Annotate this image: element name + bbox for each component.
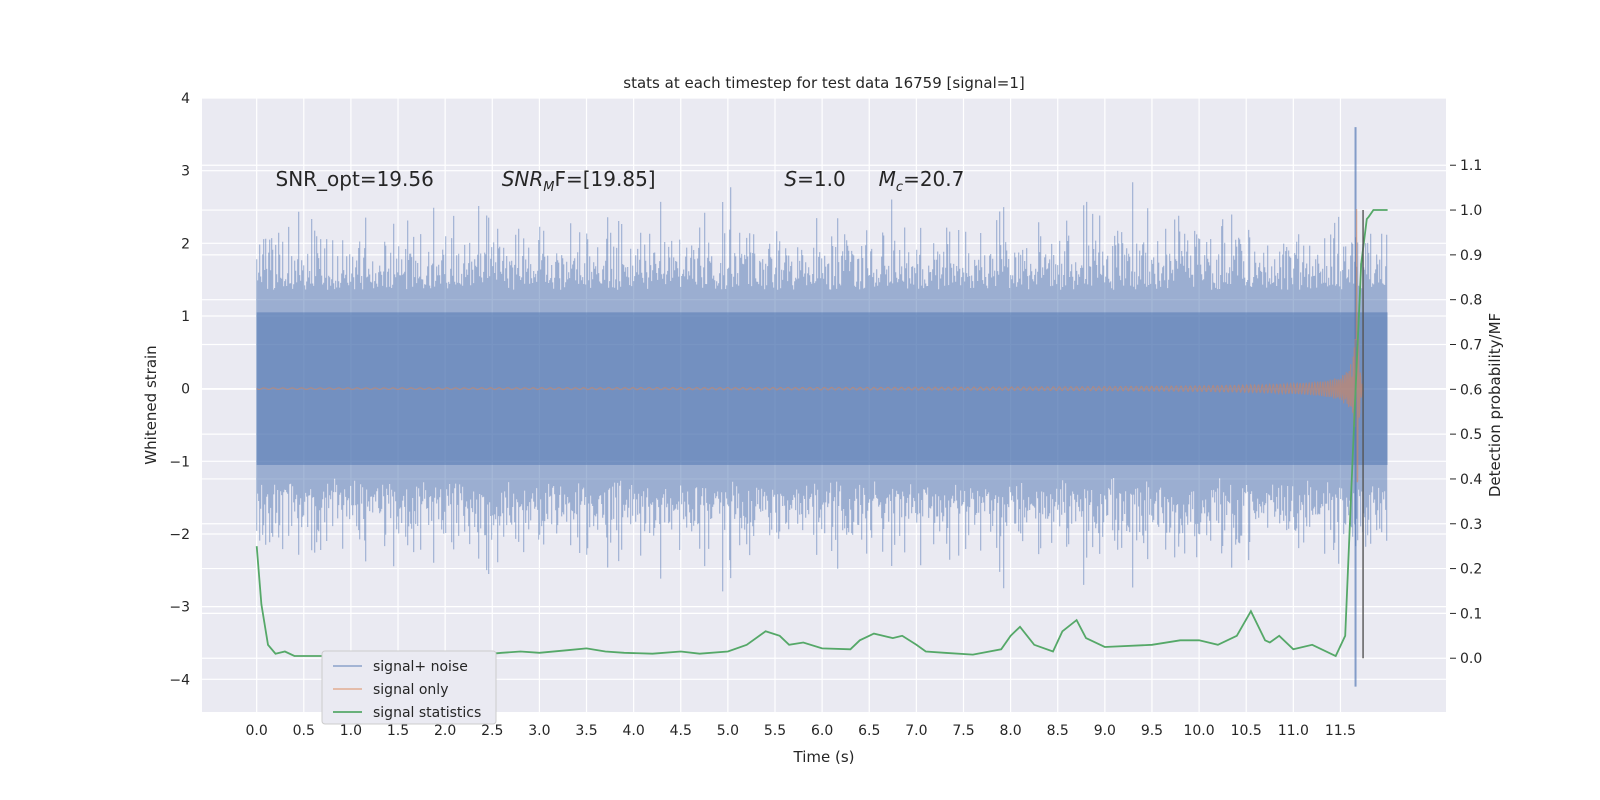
x-tick-label: 3.5 <box>575 723 597 739</box>
y-axis-label: Whitened strain <box>142 345 160 464</box>
right-y-tick-label: 0.8 <box>1460 293 1482 309</box>
x-tick-label: 3.0 <box>528 723 550 739</box>
annotation-rest: =20.7 <box>903 167 964 191</box>
chart-title: stats at each timestep for test data 167… <box>623 74 1024 92</box>
x-tick-label: 1.5 <box>387 723 409 739</box>
annotation-rest: =1.0 <box>797 167 846 191</box>
y-tick-label: −3 <box>169 600 190 616</box>
right-y-axis-ticks: 0.0 0.1 0.2 0.3 0.4 0.5 0.6 0.7 0.8 0.9 1.0 1.1 <box>1450 158 1482 667</box>
legend-box <box>321 650 497 725</box>
signal-only-series <box>256 208 1365 483</box>
x-tick-label: 5.0 <box>717 723 739 739</box>
x-tick-label: 9.5 <box>1141 723 1163 739</box>
x-tick-label: 6.0 <box>811 723 833 739</box>
x-axis-label: Time (s) <box>793 748 855 766</box>
y-tick-label: 0 <box>181 382 190 398</box>
right-y-tick-label: 0.3 <box>1460 517 1482 533</box>
x-tick-label: 8.0 <box>999 723 1021 739</box>
x-tick-label: 6.5 <box>858 723 880 739</box>
right-y-tick-label: 0.7 <box>1460 337 1482 353</box>
y-tick-label: 3 <box>181 164 190 180</box>
y-tick-label: −2 <box>169 527 190 543</box>
annotation-subscript: M <box>543 180 554 195</box>
annotation-subscript: c <box>896 180 903 195</box>
x-tick-label: 10.5 <box>1231 723 1262 739</box>
y-tick-label: 1 <box>181 309 190 325</box>
legend-label: signal+ noise <box>373 659 468 675</box>
right-y-tick-label: 1.1 <box>1460 158 1482 174</box>
x-tick-label: 5.5 <box>764 723 786 739</box>
y-tick-label: −4 <box>169 672 190 688</box>
right-y-tick-label: 1.0 <box>1460 203 1482 219</box>
x-tick-label: 0.0 <box>246 723 268 739</box>
y-tick-label: 2 <box>181 236 190 252</box>
x-tick-label: 4.5 <box>670 723 692 739</box>
right-y-tick-label: 0.6 <box>1460 382 1482 398</box>
y-axis-ticks: −4 −3 −2 −1 0 1 2 3 4 <box>169 91 190 688</box>
annotation: SNR_opt=19.56 <box>276 167 434 191</box>
annotation-rest: F=[19.85] <box>554 167 655 191</box>
annotation: Mc=20.7 <box>879 167 965 195</box>
annotation-italic: SNR <box>502 167 544 191</box>
x-tick-label: 9.0 <box>1094 723 1116 739</box>
x-tick-label: 7.5 <box>952 723 974 739</box>
x-tick-label: 4.0 <box>622 723 644 739</box>
x-tick-label: 11.0 <box>1278 723 1309 739</box>
x-tick-label: 2.0 <box>434 723 456 739</box>
x-tick-label: 10.0 <box>1183 723 1214 739</box>
annotation: S=1.0 <box>784 167 845 191</box>
right-y-tick-label: 0.4 <box>1460 472 1482 488</box>
right-y-tick-label: 0.0 <box>1460 651 1482 667</box>
right-y-tick-label: 0.9 <box>1460 248 1482 264</box>
x-axis-ticks: 0.0 0.5 1.0 1.5 2.0 2.5 3.0 3.5 4.0 4.5 5.0 5.5 6.0 6… <box>246 723 1357 739</box>
legend: signal+ noise signal only signal statistic… <box>321 650 497 725</box>
annotation-italic: S <box>784 167 797 191</box>
x-tick-label: 7.0 <box>905 723 927 739</box>
right-y-tick-label: 0.2 <box>1460 562 1482 578</box>
y-tick-label: 4 <box>181 91 190 107</box>
right-y-tick-label: 0.1 <box>1460 606 1482 622</box>
x-tick-label: 2.5 <box>481 723 503 739</box>
annotation-italic: M <box>879 167 896 191</box>
legend-label: signal only <box>373 682 448 698</box>
x-tick-label: 11.5 <box>1325 723 1356 739</box>
annotations: SNR_opt=19.56 SNRMF=[19.85] S=1.0 Mc=20.7 <box>276 167 965 195</box>
chirp-trace <box>256 208 1365 483</box>
right-y-axis-label: Detection probability/MF <box>1486 313 1504 497</box>
legend-label: signal statistics <box>373 705 481 721</box>
annotation: SNRMF=[19.85] <box>502 167 656 195</box>
x-tick-label: 0.5 <box>293 723 315 739</box>
x-tick-label: 1.0 <box>340 723 362 739</box>
right-y-tick-label: 0.5 <box>1460 427 1482 443</box>
x-tick-label: 8.5 <box>1047 723 1069 739</box>
y-tick-label: −1 <box>169 454 190 470</box>
